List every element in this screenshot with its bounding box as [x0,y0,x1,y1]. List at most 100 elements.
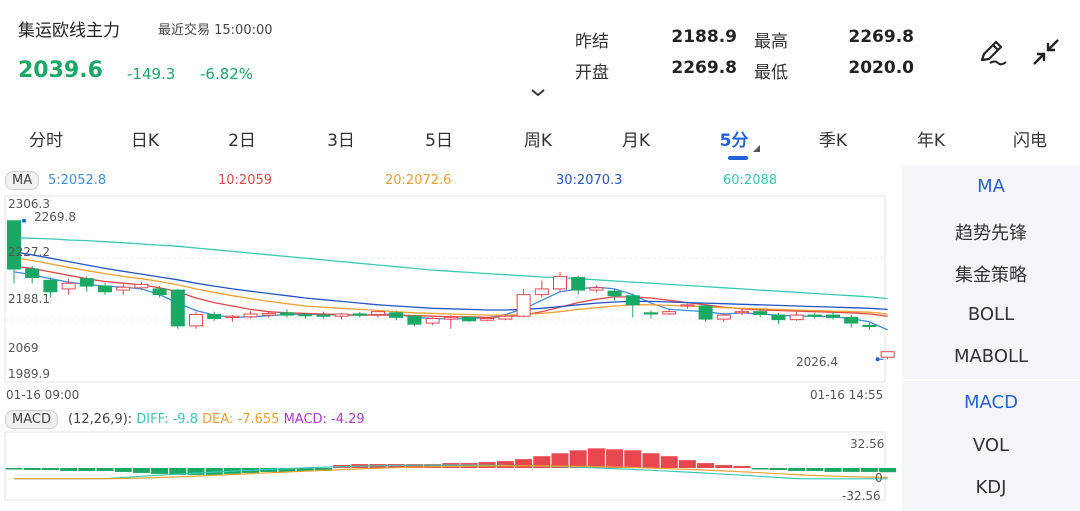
low-marker-dot [875,357,880,362]
candle-up [116,286,131,291]
candle-down [98,285,112,293]
price-change: -149.3 [127,65,176,83]
macd-bar-positive [569,450,587,468]
candle-down [698,305,713,320]
tab-5-min[interactable]: 5分 [719,131,749,151]
tab-yearly-k[interactable]: 年K [916,131,946,151]
macd-bar-positive [515,459,533,468]
price-axis-upper: 2227.2 [8,245,50,259]
macd-bar-negative [314,468,332,471]
stat-label-prev-settle: 昨结 [575,32,609,52]
price-axis-middle: 2188.1 [8,292,50,306]
macd-bar-positive [587,448,605,468]
candle-up [553,275,567,290]
side-item-ma[interactable]: MA [977,176,1005,197]
macd-axis-top: 32.56 [850,437,885,451]
candle-down [807,314,822,317]
side-item-boll[interactable]: BOLL [967,304,1015,325]
macd-axis-bottom: -32.56 [842,489,881,503]
candle-down [625,295,640,306]
side-item-kdj[interactable]: KDJ [975,477,1007,498]
candle-up [443,316,458,320]
macd-bar-negative [132,468,150,473]
macd-bar-negative [60,468,78,471]
draw-pen-icon[interactable] [976,36,1008,68]
candle-down [771,314,786,321]
tab-quarterly-k[interactable]: 季K [818,131,848,151]
tab-monthly-k[interactable]: 月K [621,131,651,151]
candle-up [189,314,203,327]
collapse-arrows-icon[interactable] [1030,36,1062,68]
price-axis-top: 2306.3 [8,197,50,211]
candle-up [534,288,549,296]
stat-value-prev-settle: 2188.9 [671,27,737,47]
macd-bar-negative [806,468,824,471]
macd-indicator-chip[interactable]: MACD [5,410,58,429]
candle-down [826,314,840,318]
expand-chevron-icon[interactable] [530,88,546,98]
candle-down [407,315,422,325]
ma30-value: 30:2070.3 [556,173,623,188]
side-item-macd[interactable]: MACD [964,392,1018,413]
candle-down [571,277,586,291]
candle-down [152,288,167,296]
candle-down [862,324,877,328]
tab-daily-k[interactable]: 日K [130,131,160,151]
candle-up [735,311,749,314]
macd-macd-value: MACD: -4.29 [283,412,365,427]
ma-indicator-chip[interactable]: MA [5,171,40,190]
macd-bar-negative [114,468,132,472]
candle-up [425,318,440,324]
macd-bar-negative [96,468,114,471]
candle-up [680,304,695,307]
stat-value-open: 2269.8 [671,58,737,78]
tab-5-day[interactable]: 5日 [425,131,453,151]
candle-up [61,282,76,290]
macd-bar-negative [187,468,205,475]
macd-bar-negative [842,468,860,472]
tab-flash[interactable]: 闪电 [1013,131,1047,151]
macd-bar-negative [78,468,96,471]
macd-bar-negative [824,468,842,472]
macd-bar-positive [678,460,696,468]
tab-weekly-k[interactable]: 周K [523,131,553,151]
contract-name: 集运欧线主力 [18,21,120,41]
active-tab-indicator [728,156,748,160]
macd-bar-negative [860,468,878,472]
candle-down [844,316,859,324]
tab-dropdown-caret-icon[interactable] [753,145,760,152]
macd-bar-negative [278,468,296,472]
side-panel-divider [902,379,1080,381]
stat-value-low: 2020.0 [848,58,914,78]
macd-bar-negative [169,468,187,475]
macd-bar-negative [788,468,806,471]
macd-bar-negative [41,468,59,470]
candle-up [134,283,149,289]
stat-value-high: 2269.8 [848,27,914,47]
candle-down [170,289,185,327]
ma20-value: 20:2072.6 [385,173,452,188]
side-item-maboll[interactable]: MABOLL [953,346,1029,367]
side-item-gold-strategy[interactable]: 集金策略 [955,265,1027,286]
side-item-vol[interactable]: VOL [972,435,1010,456]
candle-down [607,290,622,297]
side-item-trend-pioneer[interactable]: 趋势先锋 [955,223,1027,244]
macd-params: (12,26,9): [68,412,133,427]
ma60-value: 60:2088 [723,173,778,188]
tab-3-day[interactable]: 3日 [327,131,355,151]
macd-bar-positive [715,465,733,468]
candle-down [389,312,404,318]
tab-2-day[interactable]: 2日 [228,131,256,151]
candle-up [261,312,276,316]
tab-intraday[interactable]: 分时 [29,131,63,151]
kline-chart[interactable] [0,0,900,511]
macd-bar-negative [23,468,41,470]
candle-down [207,314,222,320]
stat-label-high: 最高 [754,32,788,52]
time-axis-start: 01-16 09:00 [6,388,80,402]
high-price-marker: 2269.8 [34,210,76,224]
low-price-marker: 2026.4 [796,355,838,369]
macd-diff-value: DIFF: -9.8 [136,412,198,427]
candle-up [716,314,731,320]
candle-up [498,315,513,320]
